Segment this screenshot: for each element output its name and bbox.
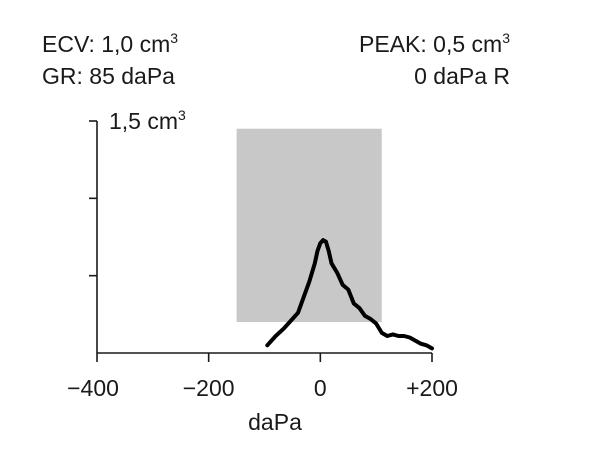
peak-readout: PEAK: 0,5 cm3	[359, 30, 510, 57]
x-axis-label: daPa	[248, 409, 302, 435]
compliance-curve	[265, 238, 434, 351]
x-tick-label-1: −200	[183, 375, 235, 401]
x-tick-label-0: −400	[67, 375, 119, 401]
x-tick-label-2: 0	[314, 375, 327, 401]
peak-unit-superscript: 3	[502, 30, 510, 46]
ecv-readout: ECV: 1,0 cm3	[42, 30, 178, 57]
gradient-readout: GR: 85 daPa	[42, 63, 175, 89]
chart-header: ECV: 1,0 cm3 GR: 85 daPa PEAK: 0,5 cm3 0…	[42, 30, 510, 89]
normal-region-box	[236, 128, 382, 323]
peak-pressure-readout: 0 daPa R	[414, 63, 510, 89]
ecv-unit-superscript: 3	[170, 30, 178, 46]
y-tick-label-2: 1,5 cm3	[109, 107, 186, 134]
x-tick-label-3: +200	[406, 375, 458, 401]
y-axis: 1,5 cm3	[89, 107, 186, 353]
x-axis: −400 −200 0 +200 daPa	[67, 352, 458, 435]
